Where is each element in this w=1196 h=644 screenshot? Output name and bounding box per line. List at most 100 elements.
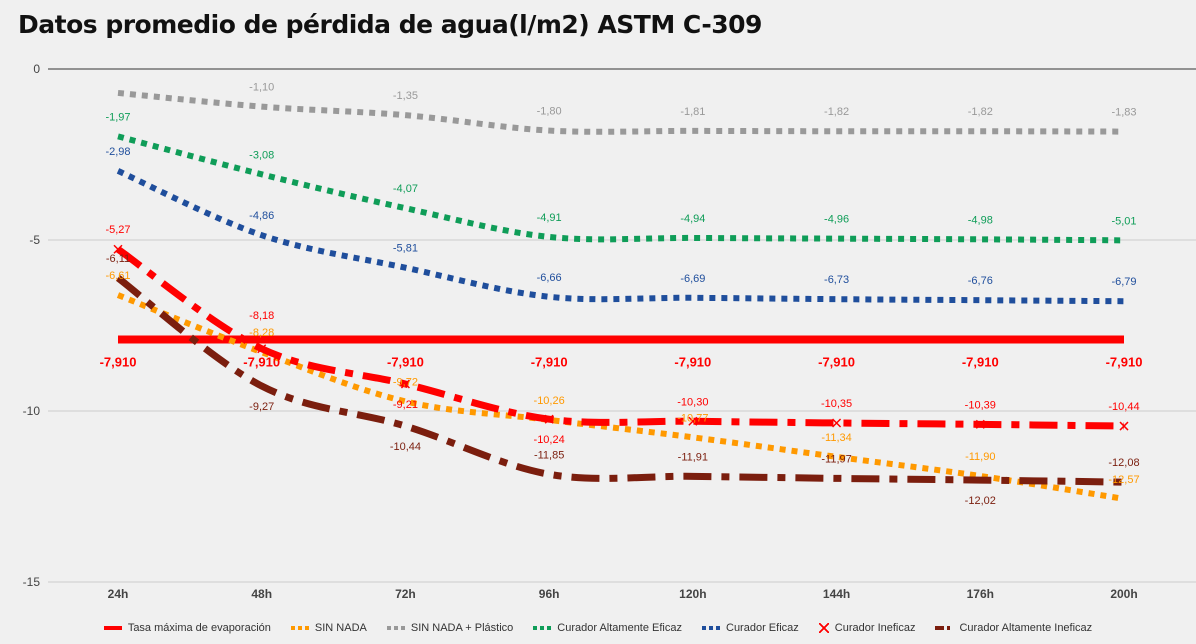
data-point-marker-x-icon: [1119, 421, 1129, 431]
data-label: -6,61: [105, 270, 130, 282]
data-label: -7,910: [100, 355, 137, 370]
data-label: -6,11: [106, 253, 130, 265]
x-tick-label: 200h: [1110, 587, 1137, 601]
data-label: -6,76: [968, 275, 993, 287]
data-label: -1,80: [537, 106, 562, 118]
legend-item: Curador Altamente Eficaz: [533, 622, 682, 634]
data-point-marker-x-icon: [400, 379, 410, 389]
data-label: -9,21: [393, 399, 418, 411]
data-label: -12,02: [965, 495, 996, 507]
x-tick-label: 120h: [679, 587, 706, 601]
data-label: -10,24: [534, 434, 565, 446]
y-tick-label: -5: [29, 233, 40, 247]
data-label: -11,91: [678, 451, 708, 463]
legend-swatch: [935, 626, 954, 630]
x-tick-label: 72h: [395, 587, 416, 601]
series-line: [117, 133, 1125, 244]
data-label: -1,35: [393, 90, 418, 102]
x-tick-label: 24h: [108, 587, 129, 601]
series-line: [115, 275, 1125, 486]
data-point-marker-x-icon: [257, 344, 267, 354]
legend: Tasa máxima de evaporación SIN NADA SIN NA…: [0, 622, 1196, 634]
data-label: -4,98: [968, 214, 993, 226]
data-label: -6,79: [1111, 276, 1136, 288]
series-line: [117, 89, 1125, 135]
data-label: -7,910: [1106, 355, 1143, 370]
data-label: -10,35: [821, 398, 852, 410]
data-label: -3,08: [249, 149, 274, 161]
data-label: -10,44: [1108, 401, 1139, 413]
data-label: -1,10: [249, 82, 274, 94]
series-line: [116, 246, 1125, 430]
data-label: -12,57: [1108, 474, 1139, 486]
chart-title: Datos promedio de pérdida de agua(l/m2) …: [18, 10, 762, 39]
legend-label: Curador Ineficaz: [834, 622, 916, 634]
legend-item: Curador Altamente Ineficaz: [935, 622, 1092, 634]
data-label: -4,86: [249, 210, 274, 222]
data-point-marker-x-icon: [975, 419, 985, 429]
series-line: [116, 292, 1125, 502]
data-label: -7,910: [243, 355, 280, 370]
data-point-marker-x-icon: [113, 244, 123, 254]
legend-label: Tasa máxima de evaporación: [127, 622, 271, 634]
data-label: -10,30: [677, 396, 708, 408]
data-label: -12,08: [1108, 457, 1139, 469]
x-tick-label: 144h: [823, 587, 850, 601]
data-label: -11,34: [821, 432, 851, 444]
legend-swatch: [818, 623, 829, 633]
legend-swatch: [533, 626, 552, 630]
legend-swatch: [386, 626, 405, 630]
y-tick-label: -15: [23, 575, 41, 589]
legend-item: Tasa máxima de evaporación: [103, 622, 271, 634]
y-tick-label: -10: [23, 404, 41, 418]
data-label: -6,73: [824, 274, 849, 286]
data-label: -1,83: [1111, 107, 1136, 119]
data-label: -7,910: [962, 355, 999, 370]
legend-label: SIN NADA + Plástico: [410, 622, 514, 634]
legend-label: Curador Eficaz: [726, 622, 799, 634]
data-label: -9,27: [249, 401, 274, 413]
data-label: -10,26: [534, 395, 565, 407]
data-label: -9,72: [393, 376, 418, 388]
data-label: -7,910: [531, 355, 568, 370]
data-label: -10,77: [677, 412, 708, 424]
data-label: -4,94: [680, 213, 705, 225]
data-label: -1,97: [105, 111, 130, 123]
data-label: -4,96: [824, 214, 849, 226]
x-tick-label: 48h: [251, 587, 272, 601]
data-label: -1,82: [824, 106, 849, 118]
legend-swatch: [103, 626, 122, 630]
legend-item: Curador Ineficaz: [818, 622, 916, 634]
legend-swatch: [290, 626, 309, 630]
legend-label: Curador Altamente Ineficaz: [959, 622, 1093, 634]
x-tick-label: 96h: [539, 587, 560, 601]
data-point-marker-x-icon: [544, 414, 554, 424]
data-label: -8,28: [249, 327, 274, 339]
data-label: -6,69: [680, 273, 705, 285]
data-point-marker-x-icon: [688, 416, 698, 426]
data-label: -4,07: [393, 183, 418, 195]
legend-item: SIN NADA + Plástico: [386, 622, 514, 634]
legend-label: Curador Altamente Eficaz: [557, 622, 682, 634]
data-label: -1,82: [968, 106, 993, 118]
legend-item: Curador Eficaz: [702, 622, 799, 634]
data-label: -11,85: [534, 449, 564, 461]
data-point-marker-x-icon: [832, 418, 842, 428]
data-label: -6,66: [537, 272, 562, 284]
data-label: -5,27: [105, 224, 130, 236]
data-label: -7,910: [674, 355, 711, 370]
data-label: -4,91: [537, 212, 562, 224]
data-label: -5,81: [393, 243, 418, 255]
data-label: -8,18: [249, 310, 274, 322]
y-tick-label: 0: [33, 62, 40, 76]
data-label: -2,98: [105, 146, 130, 158]
data-label: -1,81: [680, 106, 705, 118]
legend-item: SIN NADA: [290, 622, 367, 634]
data-label: -5,01: [1111, 215, 1136, 227]
data-label: -7,910: [818, 355, 855, 370]
x-tick-label: 176h: [967, 587, 994, 601]
data-label: -11,97: [821, 453, 851, 465]
data-label: -7,910: [387, 355, 424, 370]
data-label: -10,44: [390, 441, 421, 453]
